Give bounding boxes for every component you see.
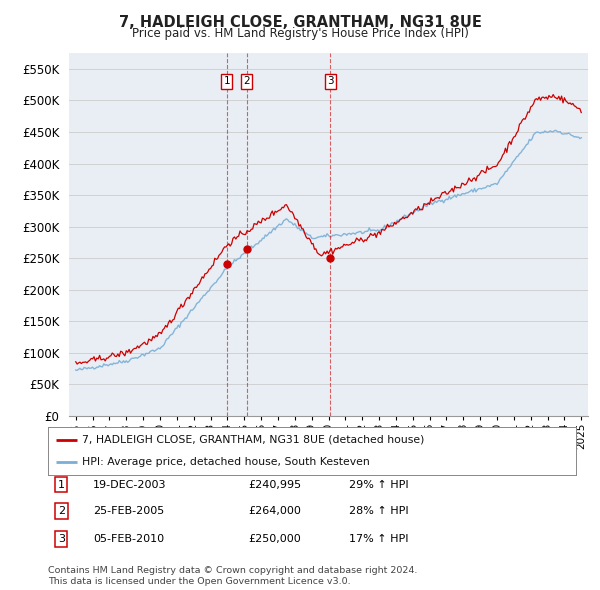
Text: Price paid vs. HM Land Registry's House Price Index (HPI): Price paid vs. HM Land Registry's House … (131, 27, 469, 40)
Text: 7, HADLEIGH CLOSE, GRANTHAM, NG31 8UE (detached house): 7, HADLEIGH CLOSE, GRANTHAM, NG31 8UE (d… (82, 435, 425, 445)
Text: 1: 1 (224, 77, 230, 87)
Text: 19-DEC-2003: 19-DEC-2003 (93, 480, 166, 490)
Text: £264,000: £264,000 (248, 506, 302, 516)
Text: 05-FEB-2010: 05-FEB-2010 (93, 534, 164, 544)
Text: 2: 2 (58, 506, 65, 516)
Text: 17% ↑ HPI: 17% ↑ HPI (349, 534, 409, 544)
Text: 2: 2 (244, 77, 250, 87)
Text: 28% ↑ HPI: 28% ↑ HPI (349, 506, 409, 516)
Text: This data is licensed under the Open Government Licence v3.0.: This data is licensed under the Open Gov… (48, 577, 350, 586)
Text: HPI: Average price, detached house, South Kesteven: HPI: Average price, detached house, Sout… (82, 457, 370, 467)
Text: 1: 1 (58, 480, 65, 490)
Text: 3: 3 (327, 77, 334, 87)
Text: £250,000: £250,000 (248, 534, 301, 544)
Text: 25-FEB-2005: 25-FEB-2005 (93, 506, 164, 516)
Text: 7, HADLEIGH CLOSE, GRANTHAM, NG31 8UE: 7, HADLEIGH CLOSE, GRANTHAM, NG31 8UE (119, 15, 481, 30)
Text: Contains HM Land Registry data © Crown copyright and database right 2024.: Contains HM Land Registry data © Crown c… (48, 566, 418, 575)
Text: 29% ↑ HPI: 29% ↑ HPI (349, 480, 409, 490)
Text: 3: 3 (58, 534, 65, 544)
Text: £240,995: £240,995 (248, 480, 302, 490)
